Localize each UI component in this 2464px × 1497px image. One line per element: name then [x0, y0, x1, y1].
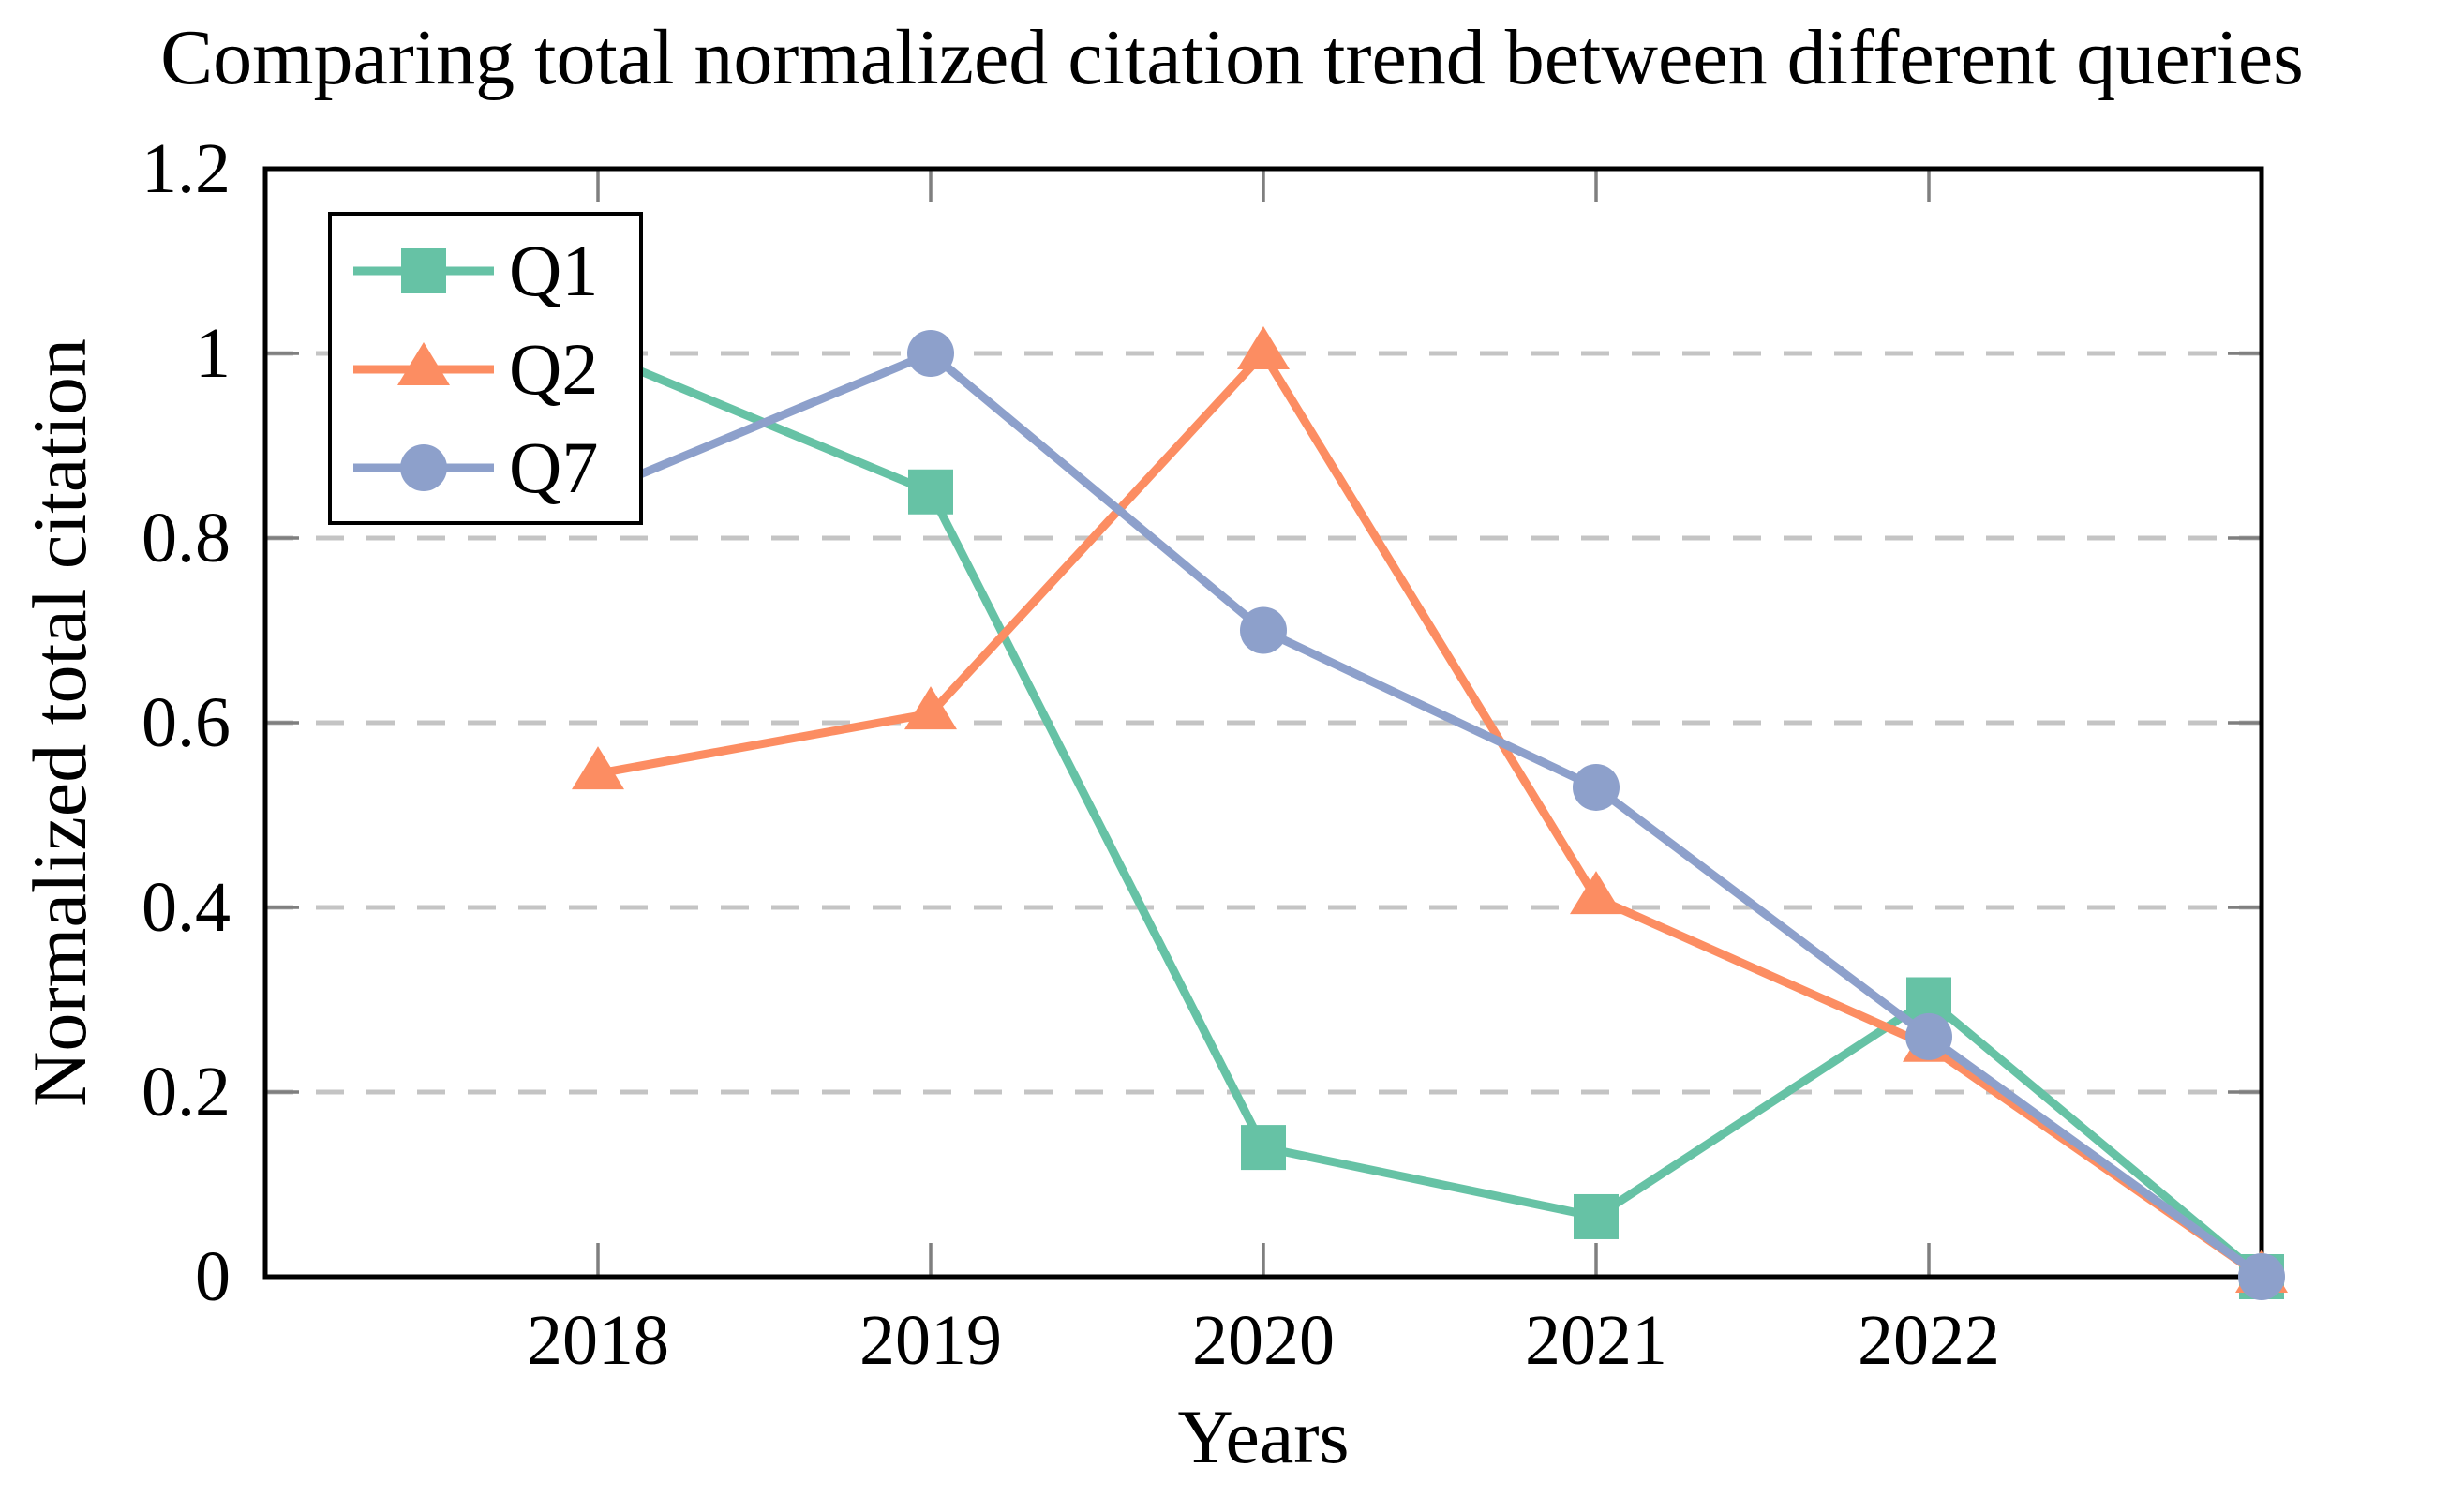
marker-Q1-2021	[1574, 1193, 1619, 1239]
legend-item-Q2: Q2	[353, 332, 598, 407]
y-tick-label-0.8: 0.8	[142, 499, 231, 577]
legend: Q1 Q2 Q7	[328, 212, 643, 525]
x-tick-label-2018: 2018	[527, 1301, 669, 1380]
y-tick-label-0.6: 0.6	[142, 683, 231, 762]
x-axis-label: Years	[1177, 1394, 1350, 1479]
x-tick-label-2022: 2022	[1858, 1301, 2000, 1380]
chart-title: Comparing total normalized citation tren…	[160, 14, 2304, 101]
legend-label-Q2: Q2	[509, 328, 599, 410]
x-tick-label-2020: 2020	[1192, 1301, 1335, 1380]
legend-item-Q7: Q7	[353, 430, 598, 505]
marker-Q7-2020	[1240, 606, 1287, 654]
legend-marker-shape	[401, 248, 446, 293]
legend-marker-circle-icon	[353, 444, 494, 491]
marker-Q1-2019	[908, 469, 953, 515]
series-line-Q2	[593, 349, 2266, 1281]
marker-Q2-2020	[1237, 326, 1290, 369]
y-tick-label-0: 0	[195, 1237, 231, 1316]
marker-Q7-2022	[1905, 1012, 1952, 1060]
series-line-Q7	[593, 349, 2266, 1281]
marker-Q7-2021	[1573, 763, 1620, 811]
y-tick-label-0.4: 0.4	[142, 868, 231, 947]
legend-label-Q7: Q7	[509, 427, 599, 508]
series-line-Q1	[593, 349, 2266, 1281]
marker-Q7-2019	[907, 330, 954, 377]
plot-frame	[262, 166, 2264, 1280]
legend-marker-shape	[400, 444, 447, 491]
legend-marker-square-icon	[353, 248, 494, 293]
legend-label-Q1: Q1	[509, 230, 599, 311]
legend-marker-triangle-icon	[353, 342, 494, 385]
legend-item-Q1: Q1	[353, 233, 598, 308]
marker-Q7-2023	[2238, 1253, 2285, 1300]
legend-marker-shape	[397, 342, 450, 385]
y-tick-label-0.2: 0.2	[142, 1053, 231, 1131]
y-tick-label-1: 1	[195, 314, 231, 393]
x-tick-label-2019: 2019	[859, 1301, 1002, 1380]
marker-Q2-2019	[904, 686, 957, 730]
marker-Q2-2021	[1570, 871, 1622, 915]
y-tick-label-1.2: 1.2	[142, 129, 231, 208]
marker-Q1-2020	[1241, 1125, 1286, 1171]
marker-Q2-2018	[572, 746, 624, 790]
x-tick-label-2021: 2021	[1525, 1301, 1667, 1380]
